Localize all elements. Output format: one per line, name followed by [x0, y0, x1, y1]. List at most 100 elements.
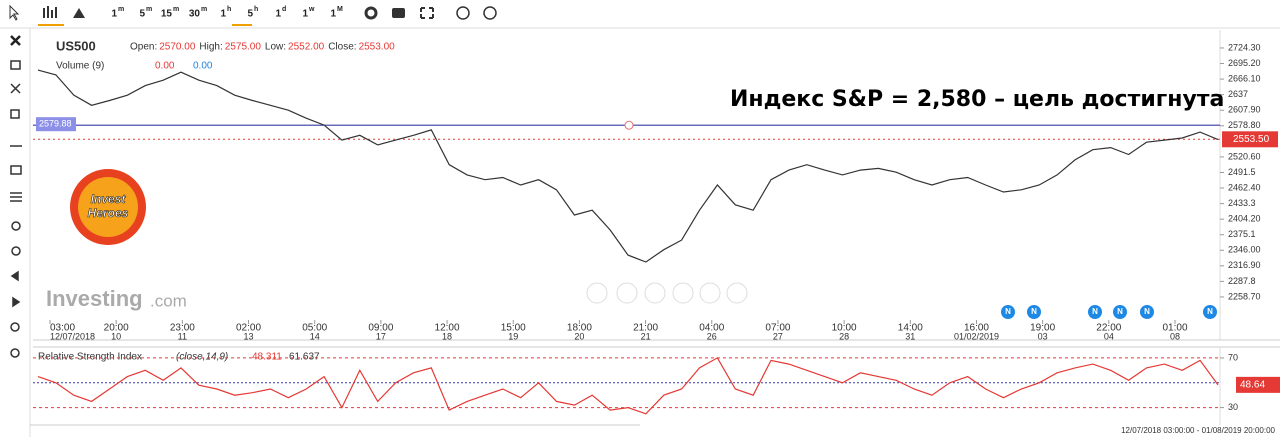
- timeframe-unit[interactable]: m: [201, 6, 207, 13]
- upload-button[interactable]: [483, 6, 497, 20]
- active-indicator: [38, 24, 64, 26]
- timeframe-unit[interactable]: d: [282, 6, 286, 13]
- timeframe-unit[interactable]: m: [146, 6, 152, 13]
- timeframe-number[interactable]: 1: [275, 9, 281, 20]
- fullscreen-button[interactable]: [420, 7, 434, 19]
- x-tick-date: 12/07/2018: [50, 331, 95, 341]
- indicator-title: Relative Strength Index: [38, 352, 142, 363]
- x-tick-label: 01:00: [1162, 323, 1187, 334]
- news-marker[interactable]: [1140, 305, 1154, 319]
- x-tick-label: 10:00: [832, 323, 857, 334]
- x-tick-label: 05:00: [302, 323, 327, 334]
- tool-icon[interactable]: [10, 192, 22, 202]
- nav-button[interactable]: [586, 282, 608, 304]
- ohlc-label: High:: [199, 42, 222, 53]
- y-tick-label: 2637: [1228, 89, 1248, 99]
- x-tick-label: 02:00: [236, 323, 261, 334]
- settings-button[interactable]: [364, 6, 378, 20]
- news-marker-label: N: [1117, 307, 1123, 316]
- cursor-tool[interactable]: [9, 4, 20, 21]
- news-marker[interactable]: [1027, 305, 1041, 319]
- watermark-suffix: .com: [150, 291, 187, 310]
- nav-button[interactable]: [699, 282, 721, 304]
- close-tool[interactable]: [10, 35, 21, 46]
- tool-icon[interactable]: [10, 60, 21, 70]
- timeframes: 1 m 5 m 15 m 30 m 1 h 5 h 1 d 1 w 1 M: [111, 6, 343, 20]
- nav-button[interactable]: [726, 282, 748, 304]
- tool-icon[interactable]: [10, 270, 19, 282]
- nav-button[interactable]: [672, 282, 694, 304]
- x-tick-date: 18: [442, 331, 452, 341]
- ohlc-value: 2575.00: [225, 42, 262, 53]
- price-line: [37, 69, 1219, 263]
- ohlc-label: Close:: [328, 42, 356, 53]
- timeframe-unit[interactable]: w: [308, 6, 315, 13]
- x-tick-label: 19:00: [1030, 323, 1055, 334]
- news-marker-label: N: [1005, 307, 1011, 316]
- news-marker-label: N: [1144, 307, 1150, 316]
- tool-icon[interactable]: [11, 246, 21, 256]
- news-marker-label: N: [1031, 307, 1037, 316]
- y-tick-label: 2607.90: [1228, 105, 1261, 115]
- news-marker[interactable]: [1088, 305, 1102, 319]
- x-tick-label: 04:00: [699, 323, 724, 334]
- y-tick-label: 2462.40: [1228, 182, 1261, 192]
- rsi-last-bg: [1236, 376, 1280, 393]
- y-tick-label: 2404.20: [1228, 214, 1261, 224]
- timeframe-number[interactable]: 1: [111, 9, 117, 20]
- timeframe-unit[interactable]: M: [337, 6, 343, 13]
- timeframe-number[interactable]: 5: [247, 9, 253, 20]
- news-marker[interactable]: [1203, 305, 1217, 319]
- tool-icon[interactable]: [10, 165, 22, 175]
- x-tick-label: 12:00: [435, 323, 460, 334]
- x-tick-date: 04: [1104, 331, 1114, 341]
- area-button[interactable]: [73, 8, 85, 18]
- timeframe-number[interactable]: 5: [139, 9, 145, 20]
- x-tick-label: 21:00: [633, 323, 658, 334]
- ohlc-value: 2553.00: [359, 42, 396, 53]
- y-tick-label: 2520.60: [1228, 151, 1261, 161]
- indicator-params: (close,14,9): [176, 352, 228, 363]
- x-tick-date: 20: [574, 331, 584, 341]
- news-marker-label: N: [1207, 307, 1213, 316]
- tool-icon[interactable]: [10, 109, 20, 119]
- timeframe-unit[interactable]: m: [118, 6, 124, 13]
- timeframe-number[interactable]: 1: [220, 9, 226, 20]
- timeframe-number[interactable]: 15: [161, 9, 173, 20]
- camera-button[interactable]: [392, 8, 405, 18]
- timeframe-number[interactable]: 1: [302, 9, 308, 20]
- line-handle[interactable]: [624, 120, 634, 130]
- download-button[interactable]: [456, 6, 470, 20]
- rsi-line: [37, 357, 1219, 415]
- y-tick-label: 2433.3: [1228, 198, 1256, 208]
- last-price-label: 2553.50: [1233, 134, 1270, 145]
- hline-label-bg: [36, 117, 76, 132]
- nav-button[interactable]: [644, 282, 666, 304]
- news-marker[interactable]: [1001, 305, 1015, 319]
- x-tick-label: 18:00: [567, 323, 592, 334]
- timeframe-unit[interactable]: m: [173, 6, 179, 13]
- timeframe-number[interactable]: 1: [330, 9, 336, 20]
- candles-button[interactable]: [43, 6, 57, 18]
- x-tick-label: 14:00: [898, 323, 923, 334]
- timeframe-unit[interactable]: h: [254, 6, 258, 13]
- tool-icon[interactable]: [10, 83, 21, 94]
- tool-icon[interactable]: [12, 296, 21, 308]
- news-marker[interactable]: [1113, 305, 1127, 319]
- timeframe-number[interactable]: 30: [189, 9, 201, 20]
- ohlc-label: Open:: [130, 42, 157, 53]
- x-tick-date: 01/02/2019: [954, 331, 999, 341]
- tool-icon[interactable]: [10, 322, 20, 332]
- annotation: Индекс S&P = 2,580 – цель достигнута: [730, 87, 1224, 112]
- tool-icon[interactable]: [11, 221, 21, 231]
- watermark-brand: Investing: [46, 286, 143, 311]
- x-tick-label: 23:00: [170, 323, 195, 334]
- timeframe-unit[interactable]: h: [227, 6, 231, 13]
- volume-value: 0.00: [193, 61, 213, 72]
- logo-text: Heroes: [88, 206, 129, 220]
- x-tick-date: 17: [376, 331, 386, 341]
- tool-icon[interactable]: [10, 348, 20, 358]
- indicator-readout: 48.311: [252, 352, 282, 363]
- ohlc-value: 2552.00: [288, 42, 325, 53]
- nav-button[interactable]: [616, 282, 638, 304]
